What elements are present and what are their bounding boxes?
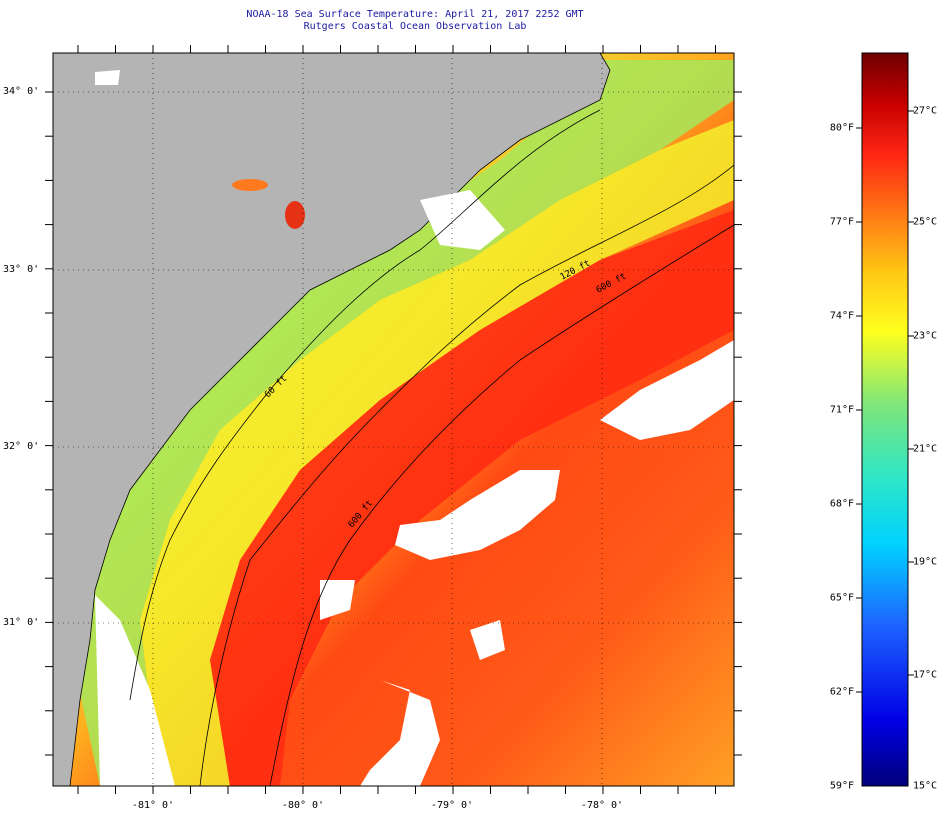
colorbar-label-c: 15°C bbox=[913, 780, 938, 792]
colorbar-label-f: 68°F bbox=[829, 498, 854, 510]
colorbar-label-f: 62°F bbox=[829, 686, 854, 698]
cloud-nodata bbox=[420, 190, 505, 250]
lat-label: 33° 0' bbox=[3, 264, 40, 275]
cloud-nodata bbox=[360, 680, 440, 786]
inland-lake bbox=[232, 179, 268, 191]
isobath-60ft bbox=[129, 109, 601, 701]
colorbar-label-c: 17°C bbox=[913, 669, 938, 681]
isobath-600ft bbox=[269, 224, 734, 786]
colorbar-label-c: 21°C bbox=[913, 443, 938, 455]
lon-label: -81° 0' bbox=[131, 800, 175, 811]
inland-lake bbox=[285, 201, 305, 229]
colorbar-label-f: 74°F bbox=[829, 310, 854, 322]
map-ticks bbox=[45, 45, 742, 794]
lon-label: -78° 0' bbox=[580, 800, 624, 811]
cloud-nodata bbox=[470, 620, 505, 660]
colorbar-label-f: 71°F bbox=[829, 404, 854, 416]
isobath-120ft bbox=[199, 164, 734, 786]
land-area bbox=[53, 53, 611, 786]
lat-label: 34° 0' bbox=[3, 86, 40, 97]
lat-label: 31° 0' bbox=[3, 617, 40, 628]
lat-label: 32° 0' bbox=[3, 441, 40, 452]
map-frame bbox=[52, 52, 735, 787]
colorbar-label-c: 23°C bbox=[913, 330, 938, 342]
map-subtitle: Rutgers Coastal Ocean Observation Lab bbox=[303, 21, 527, 32]
colorbar-label-f: 65°F bbox=[829, 592, 854, 604]
gulf-stream-core bbox=[210, 210, 734, 786]
map-title: NOAA-18 Sea Surface Temperature: April 2… bbox=[246, 9, 584, 20]
colorbar-label-f: 77°F bbox=[829, 216, 854, 228]
colorbar-label-f: 59°F bbox=[829, 780, 854, 792]
mid-shelf-yellow-band bbox=[140, 120, 734, 786]
cloud-nodata bbox=[600, 340, 734, 440]
colorbar-label-c: 19°C bbox=[913, 556, 938, 568]
cloud-nodata bbox=[95, 595, 175, 786]
cloud-nodata bbox=[320, 580, 355, 620]
cloud-nodata bbox=[395, 470, 560, 560]
lon-label: -79° 0' bbox=[430, 800, 474, 811]
graticule bbox=[53, 53, 734, 786]
colorbar-label-c: 25°C bbox=[913, 216, 938, 228]
colorbar bbox=[861, 52, 909, 787]
colorbar-label-f: 80°F bbox=[829, 122, 854, 134]
colorbar-label-c: 27°C bbox=[913, 105, 938, 117]
lon-label: -80° 0' bbox=[281, 800, 325, 811]
cloud-nodata bbox=[95, 70, 120, 85]
colorbar-ticks bbox=[856, 110, 914, 693]
